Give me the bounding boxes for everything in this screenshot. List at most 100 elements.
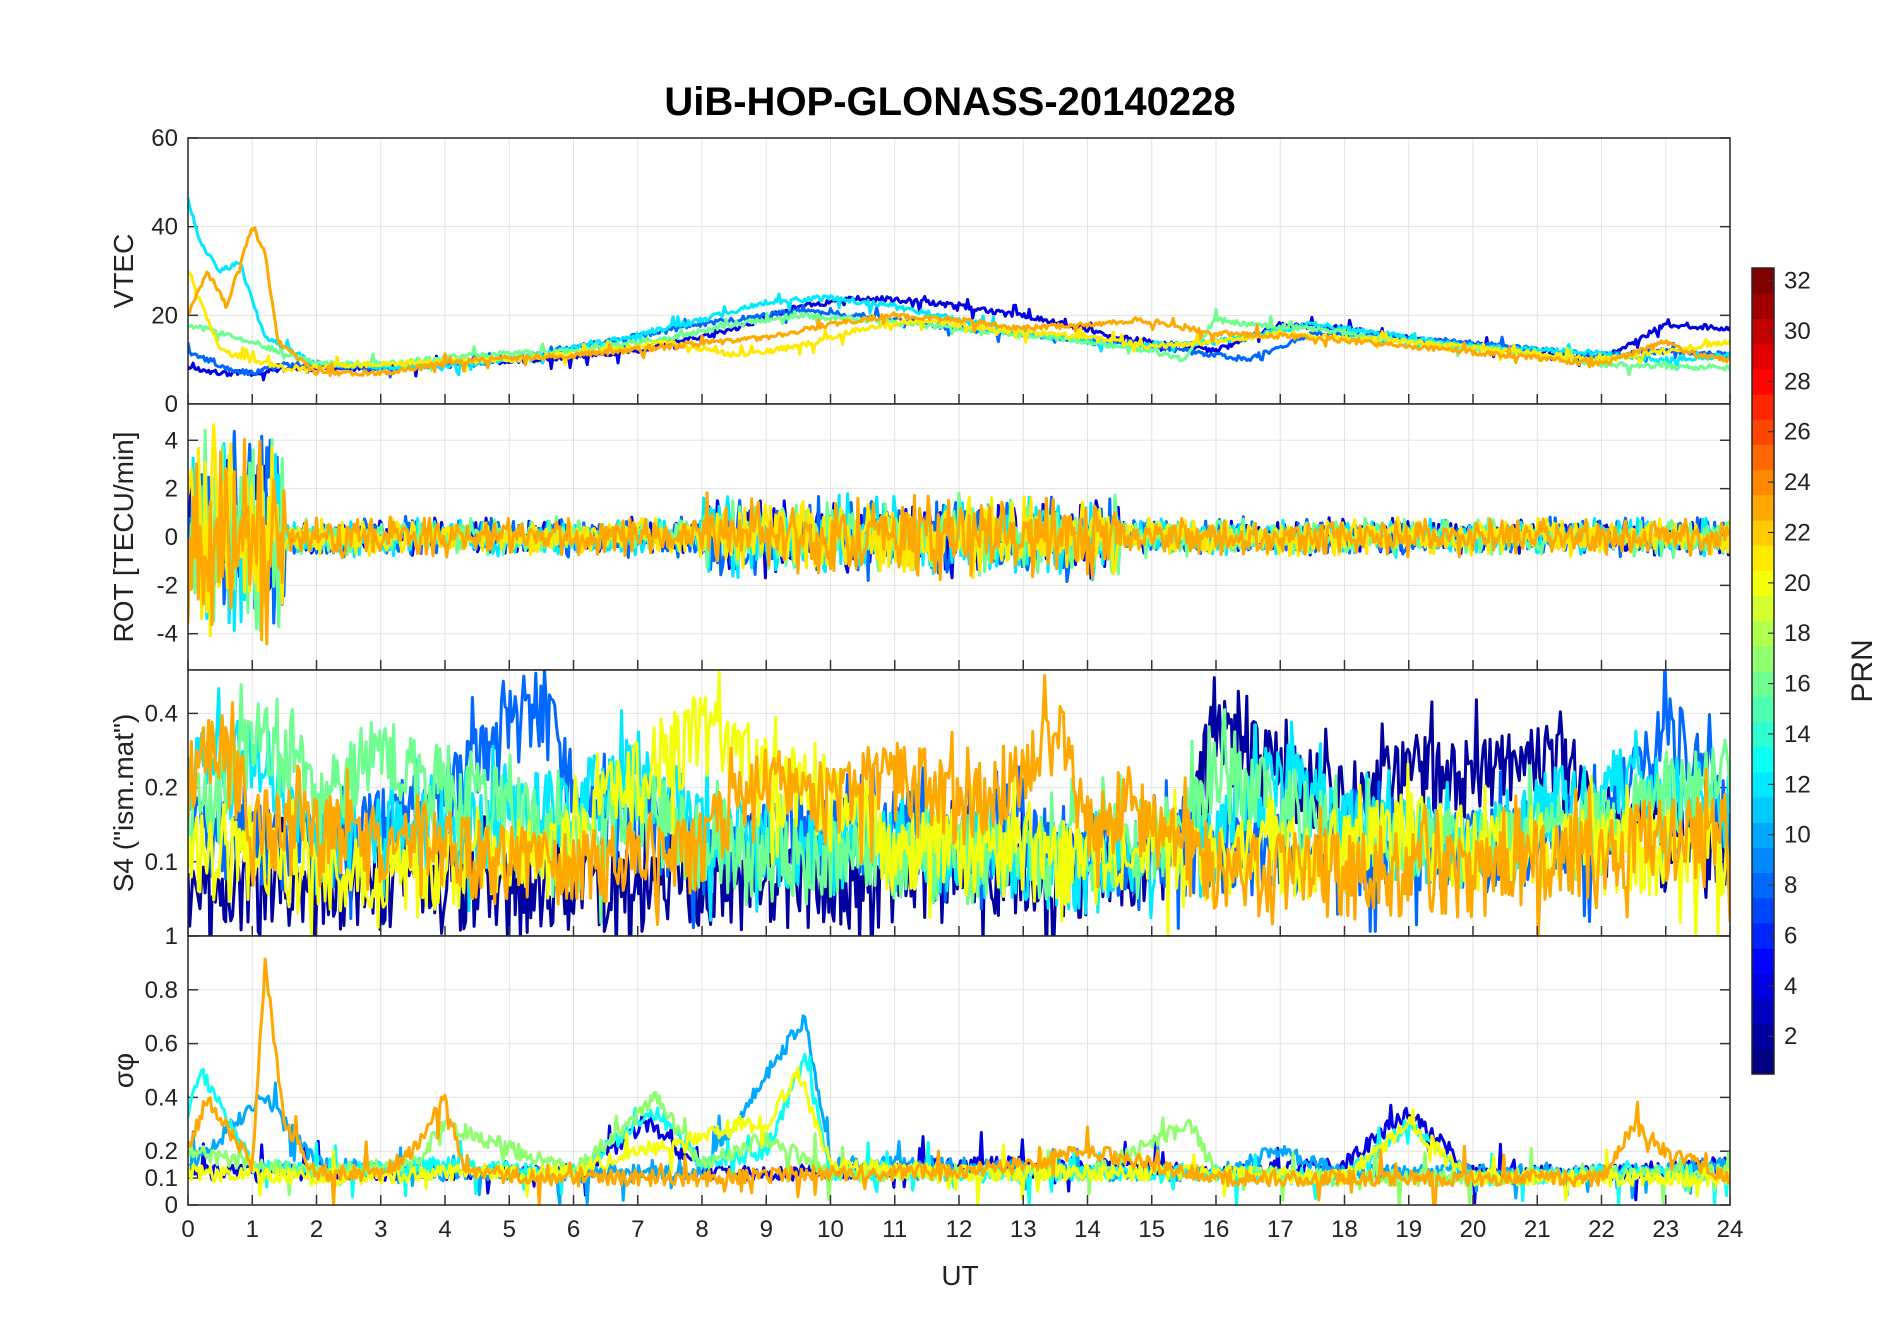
colorbar-segment: [1752, 1048, 1774, 1075]
y-tick-label: 2: [165, 476, 178, 503]
colorbar-tick-label: 28: [1784, 368, 1811, 395]
colorbar-tick-label: 22: [1784, 519, 1811, 546]
panel-vtec: 0 20 40 60 VTEC: [108, 125, 1731, 418]
colorbar-segment: [1752, 998, 1774, 1025]
colorbar-tick-label: 20: [1784, 570, 1811, 597]
colorbar-segment: [1752, 897, 1774, 924]
y-tick-label: 0.2: [145, 1138, 178, 1165]
series-line-prn-23: [188, 674, 1730, 936]
colorbar-tick-label: 4: [1784, 973, 1797, 1000]
colorbar-segment: [1752, 721, 1774, 748]
colorbar-frame: [1751, 267, 1775, 1075]
colorbar-segment: [1752, 847, 1774, 874]
x-tick-label: 11: [882, 1216, 907, 1243]
colorbar-tick-label: 8: [1784, 872, 1797, 899]
colorbar-segment: [1752, 570, 1774, 597]
y-tick-label: 0.1: [145, 849, 178, 876]
y-tick-label: 0.4: [145, 1084, 178, 1111]
y-tick-label: 1: [165, 923, 178, 950]
colorbar-tick-label: 10: [1784, 822, 1811, 849]
x-tick-label: 17: [1267, 1216, 1294, 1243]
colorbar-segment: [1752, 343, 1774, 370]
colorbar-segment: [1752, 796, 1774, 823]
colorbar-tick-label: 26: [1784, 419, 1811, 446]
x-tick-label: 24: [1717, 1216, 1744, 1243]
colorbar-segment: [1752, 545, 1774, 571]
colorbar-tick-label: 32: [1784, 268, 1811, 295]
colorbar-segment: [1752, 771, 1774, 798]
series-line-prn-23: [188, 437, 1730, 646]
x-tick-label: 13: [1010, 1216, 1037, 1243]
x-tick-label: 9: [760, 1216, 773, 1243]
panel-rot: -4 -2 0 2 4 ROT [TECU/min]: [108, 403, 1731, 671]
colorbar-tick-label: 24: [1784, 469, 1811, 496]
x-tick-label: 21: [1524, 1216, 1551, 1243]
colorbar-label: PRN: [1846, 639, 1879, 702]
colorbar-segment: [1752, 822, 1774, 848]
x-tick-label: 20: [1460, 1216, 1487, 1243]
x-tick-label: 8: [695, 1216, 708, 1243]
y-tick-label: 0.8: [145, 977, 178, 1004]
y-tick-label: 0: [165, 1192, 178, 1219]
y-tick-label: -4: [157, 621, 178, 648]
colorbar-segment: [1752, 922, 1774, 949]
x-axis: 0 1 2 3 4 5 6 7 8 9 10 11 12 13 14 15 16 17 18 19 20 21 22 23 24: [181, 394, 1743, 1243]
x-tick-label: 16: [1203, 1216, 1230, 1243]
y-axis-label: S4 ("ism.mat"): [108, 714, 139, 893]
y-tick-label: 20: [151, 302, 178, 329]
x-tick-label: 10: [817, 1216, 844, 1243]
colorbar-segment: [1752, 419, 1774, 445]
colorbar-tick-label: 6: [1784, 922, 1797, 949]
colorbar-tick-label: 14: [1784, 721, 1811, 748]
series-line-prn-23: [188, 957, 1730, 1205]
y-tick-label: 4: [165, 427, 178, 454]
x-tick-label: 5: [503, 1216, 516, 1243]
x-tick-label: 19: [1395, 1216, 1422, 1243]
series-group: [188, 197, 1730, 382]
panel-s4: 0.1 0.2 0.4S4 ("ism.mat"): [108, 669, 1731, 937]
series-group: [188, 957, 1730, 1205]
x-tick-label: 23: [1652, 1216, 1679, 1243]
colorbar-segment: [1752, 620, 1774, 647]
colorbar-segment: [1752, 368, 1774, 395]
x-tick-label: 22: [1588, 1216, 1615, 1243]
x-tick-label: 18: [1331, 1216, 1358, 1243]
colorbar-segment: [1752, 318, 1774, 345]
colorbar-segment: [1752, 393, 1774, 420]
y-axis-label: σφ: [108, 1053, 139, 1088]
y-tick-label: 60: [151, 125, 178, 152]
panel-sigma: 00.10.2 0.4 0.6 0.8 1 σφ: [108, 923, 1731, 1219]
colorbar-segment: [1752, 746, 1774, 773]
x-tick-label: 15: [1138, 1216, 1165, 1243]
x-tick-label: 14: [1074, 1216, 1101, 1243]
colorbar-segment: [1752, 268, 1774, 294]
x-tick-label: 7: [631, 1216, 644, 1243]
series-line-prn-23: [188, 226, 1730, 377]
x-tick-label: 4: [438, 1216, 451, 1243]
series-group: [188, 670, 1730, 936]
colorbar-segment: [1752, 1023, 1774, 1050]
colorbar-segment: [1752, 696, 1774, 722]
colorbar-tick-label: 16: [1784, 671, 1811, 698]
colorbar-segment: [1752, 519, 1774, 546]
y-tick-label: 0: [165, 524, 178, 551]
colorbar-segment: [1752, 645, 1774, 672]
y-tick-label: 0.6: [145, 1031, 178, 1058]
chart-title: UiB-HOP-GLONASS-20140228: [664, 80, 1235, 124]
y-tick-label: 0.1: [145, 1165, 178, 1192]
y-tick-label: 0.2: [145, 775, 178, 802]
colorbar-tick-label: 30: [1784, 318, 1811, 345]
x-tick-label: 0: [181, 1216, 194, 1243]
x-axis-label: UT: [941, 1260, 978, 1291]
colorbar-segment: [1752, 469, 1774, 496]
y-tick-label: 0.4: [145, 700, 178, 727]
colorbar-segment: [1752, 973, 1774, 1000]
x-tick-label: 12: [946, 1216, 973, 1243]
x-tick-label: 2: [310, 1216, 323, 1243]
x-tick-label: 6: [567, 1216, 580, 1243]
colorbar-segment: [1752, 595, 1774, 622]
